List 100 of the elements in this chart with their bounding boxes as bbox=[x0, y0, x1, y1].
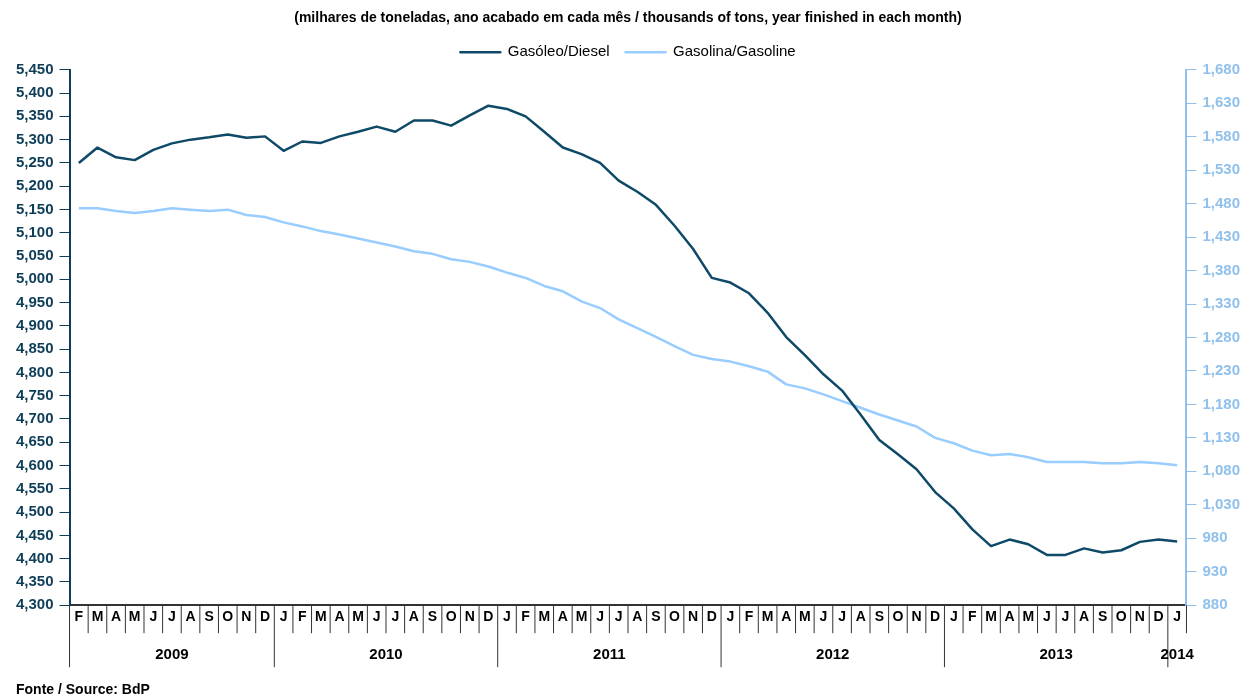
x-tick-label: S bbox=[874, 608, 884, 625]
y2-tick-label: 1,030 bbox=[1202, 494, 1241, 512]
y-tick-label: 5,350 bbox=[15, 106, 54, 124]
y-tick-label: 5,150 bbox=[15, 199, 54, 217]
x-tick-label: O bbox=[445, 608, 457, 625]
y-tick-label: 4,900 bbox=[15, 316, 54, 333]
text: 2011 bbox=[593, 645, 626, 663]
x-tick-label: F bbox=[74, 608, 84, 625]
y-tick-label: 5,450 bbox=[15, 59, 54, 77]
y2-tick-label: 1,230 bbox=[1202, 361, 1241, 379]
y2-tick-label: 1,430 bbox=[1202, 227, 1241, 245]
x-tick-label: A bbox=[557, 608, 568, 625]
x-tick-label: M bbox=[352, 608, 364, 625]
x-tick-label: A bbox=[408, 608, 419, 625]
x-tick-label: D bbox=[930, 608, 941, 625]
y2-tick-label: 1,180 bbox=[1202, 394, 1241, 412]
x-tick-label: J bbox=[149, 608, 158, 625]
x-tick-label: S bbox=[651, 608, 661, 625]
x-tick-label: M bbox=[985, 608, 997, 625]
y2-tick-label: 1,080 bbox=[1202, 461, 1241, 479]
x-tick-label: M bbox=[128, 608, 141, 625]
y2-tick-label: 1,680 bbox=[1202, 59, 1241, 77]
y-tick-label: 4,850 bbox=[15, 339, 54, 357]
text: 2013 bbox=[1039, 645, 1073, 663]
x-tick-label: J bbox=[596, 608, 604, 625]
x-tick-label: M bbox=[315, 608, 327, 625]
text: 2009 bbox=[155, 645, 189, 663]
y2-tick-label: 1,130 bbox=[1202, 428, 1241, 446]
y-tick-label: 5,300 bbox=[15, 129, 54, 147]
y-tick-label: 4,450 bbox=[15, 525, 54, 543]
x-tick-label: N bbox=[911, 608, 922, 625]
x-tick-label: S bbox=[204, 608, 214, 625]
y2-tick-label: 1,580 bbox=[1202, 126, 1241, 144]
y2-tick-label: 980 bbox=[1202, 528, 1228, 546]
x-tick-label: J bbox=[279, 608, 288, 625]
x-tick-label: J bbox=[168, 608, 176, 625]
x-tick-label: A bbox=[1079, 608, 1090, 625]
text: 2014 bbox=[1160, 645, 1195, 663]
x-tick-label: M bbox=[538, 608, 551, 625]
x-tick-label: D bbox=[259, 608, 271, 625]
x-tick-label: J bbox=[391, 608, 400, 625]
x-tick-label: S bbox=[427, 608, 438, 625]
y-tick-label: 4,750 bbox=[15, 385, 54, 403]
y-tick-label: 4,550 bbox=[15, 478, 54, 496]
x-tick-label: J bbox=[949, 608, 958, 625]
y2-tick-label: 1,330 bbox=[1202, 294, 1241, 312]
x-tick-label: M bbox=[1022, 608, 1035, 625]
y-tick-label: 5,400 bbox=[15, 83, 54, 101]
x-tick-label: O bbox=[222, 608, 234, 625]
y-tick-label: 4,300 bbox=[15, 595, 54, 613]
x-tick-label: D bbox=[1153, 608, 1164, 625]
x-tick-label: J bbox=[503, 608, 511, 625]
chart-subtitle: (milhares de toneladas, ano acabado em cada mês / thousands of tons, year finished in each month) bbox=[294, 9, 962, 26]
y-tick-label: 5,250 bbox=[15, 153, 54, 171]
x-tick-label: A bbox=[185, 608, 196, 625]
y-tick-label: 5,000 bbox=[15, 269, 54, 287]
x-tick-label: A bbox=[781, 608, 792, 625]
x-tick-label: N bbox=[241, 608, 252, 625]
y2-tick-label: 1,530 bbox=[1202, 160, 1241, 178]
x-tick-label: F bbox=[297, 608, 307, 625]
x-tick-label: A bbox=[632, 608, 643, 625]
legend-label: Gasóleo/Diesel bbox=[507, 42, 610, 60]
y2-tick-label: 1,280 bbox=[1202, 327, 1241, 345]
x-tick-label: F bbox=[968, 608, 978, 625]
x-tick-label: O bbox=[669, 608, 681, 625]
x-tick-label: J bbox=[372, 608, 381, 625]
x-tick-label: M bbox=[91, 608, 104, 625]
x-tick-label: J bbox=[819, 608, 828, 625]
x-tick-label: D bbox=[483, 608, 494, 625]
source-note: Fonte / Source: BdP bbox=[16, 680, 150, 697]
x-tick-label: S bbox=[1098, 608, 1108, 625]
y-tick-label: 4,500 bbox=[15, 502, 54, 520]
text: 2012 bbox=[816, 645, 850, 663]
y2-tick-label: 1,480 bbox=[1202, 193, 1241, 211]
x-tick-label: A bbox=[1004, 608, 1015, 625]
x-tick-label: M bbox=[575, 608, 588, 625]
x-tick-label: A bbox=[334, 608, 345, 625]
x-tick-label: N bbox=[688, 608, 699, 625]
y-tick-label: 5,200 bbox=[15, 176, 54, 194]
x-tick-label: N bbox=[1134, 608, 1145, 625]
y-tick-label: 4,650 bbox=[15, 432, 54, 450]
x-tick-label: D bbox=[706, 608, 717, 625]
y-tick-label: 4,400 bbox=[15, 548, 54, 566]
x-tick-label: F bbox=[521, 608, 531, 625]
y2-tick-label: 930 bbox=[1202, 561, 1228, 579]
legend-label: Gasolina/Gasoline bbox=[673, 42, 796, 60]
y-tick-label: 4,600 bbox=[15, 455, 54, 473]
x-tick-label: J bbox=[726, 608, 735, 625]
x-tick-label: J bbox=[838, 608, 846, 625]
x-tick-label: F bbox=[744, 608, 754, 625]
x-tick-label: N bbox=[464, 608, 475, 625]
x-tick-label: J bbox=[1061, 608, 1070, 625]
y2-tick-label: 880 bbox=[1202, 595, 1228, 613]
x-tick-label: A bbox=[111, 608, 122, 625]
y2-tick-label: 1,380 bbox=[1202, 260, 1241, 278]
y2-tick-label: 1,630 bbox=[1202, 93, 1241, 111]
y-tick-label: 4,350 bbox=[15, 572, 54, 590]
x-tick-label: J bbox=[1042, 608, 1051, 625]
x-tick-label: A bbox=[855, 608, 866, 625]
x-tick-label: O bbox=[1115, 608, 1127, 625]
